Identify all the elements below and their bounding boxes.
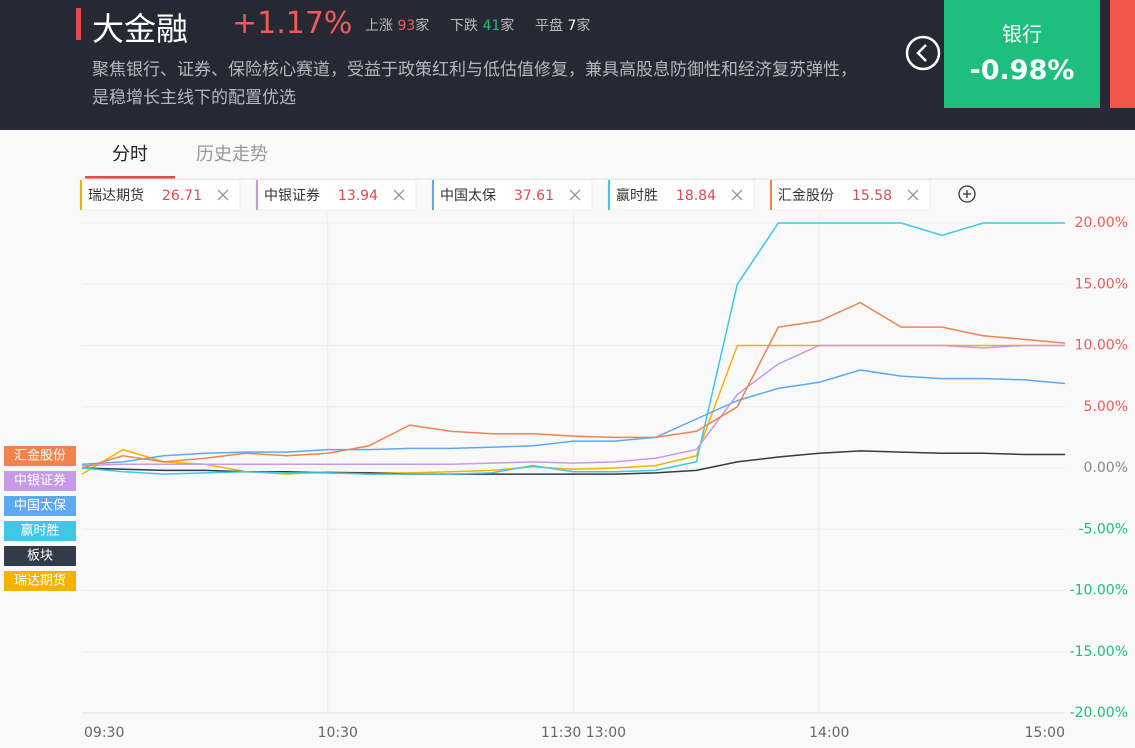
legend-swatch [4, 446, 76, 466]
legend-label: 板块 [27, 549, 53, 564]
tab[interactable]: 分时 [112, 144, 148, 165]
back-button[interactable] [903, 33, 943, 73]
y-tick-label: 0.00% [1084, 460, 1128, 476]
chip-close [217, 189, 229, 201]
flat-stat: 平盘 7家 [535, 15, 590, 35]
add-button[interactable] [958, 185, 976, 203]
unit: 家 [415, 18, 430, 34]
legend-label: 瑞达期货 [14, 573, 66, 589]
chip-accent [608, 180, 610, 210]
chip[interactable] [769, 179, 931, 211]
series-line [81, 344, 1065, 475]
chip-accent [256, 180, 258, 210]
count: 7 [567, 18, 577, 34]
legend-swatch [4, 571, 76, 591]
chip[interactable] [79, 179, 241, 211]
chip-close [393, 189, 405, 201]
header: 大金融 +1.17% 上涨 93家 下跌 41家 平盘 7家 聚焦银行、证券、保… [0, 0, 1135, 130]
legend-label: 中银证券 [14, 473, 66, 489]
chip-name: 中国太保 [440, 188, 496, 204]
side-strip [1110, 0, 1135, 108]
accent-bar [76, 8, 81, 40]
count: 41 [482, 18, 501, 34]
x-tick-label: 15:00 [1025, 725, 1065, 741]
unit: 家 [500, 18, 515, 34]
y-tick-label: 20.00% [1075, 215, 1128, 231]
change: +1.17% [232, 6, 353, 41]
title: 大金融 [92, 10, 189, 48]
chip-value: 15.58 [852, 188, 892, 204]
chip-close [569, 189, 581, 201]
legend-label: 中国太保 [14, 499, 66, 514]
chip[interactable] [255, 179, 417, 211]
legend-label: 汇金股份 [14, 448, 66, 464]
chip[interactable] [607, 179, 755, 211]
add-plus [963, 190, 971, 198]
y-tick-label: -10.00% [1070, 583, 1128, 599]
chip-value: 26.71 [162, 188, 202, 204]
up-stat: 上涨 93家 [365, 15, 429, 35]
label: 平盘 [535, 18, 563, 34]
count: 93 [397, 18, 416, 34]
series-line [81, 301, 1066, 469]
chip-accent [770, 180, 772, 210]
y-tick-label: -20.00% [1070, 705, 1128, 721]
sector-change: -0.98% [969, 55, 1075, 86]
y-tick-label: -15.00% [1070, 644, 1128, 660]
label: 下跌 [450, 18, 478, 34]
chip-name: 瑞达期货 [88, 187, 144, 204]
series-line [81, 344, 1065, 467]
x-tick-label: 11:30 13:00 [541, 725, 626, 741]
y-tick-label: 10.00% [1075, 338, 1128, 354]
unit: 家 [576, 18, 591, 34]
sector-name: 银行 [1002, 22, 1042, 46]
legend-swatch [4, 546, 76, 566]
x-tick-label: 14:00 [809, 725, 849, 741]
y-tick-label: -5.00% [1078, 521, 1128, 537]
x-tick-label: 10:30 [318, 725, 358, 741]
legend-swatch [4, 471, 76, 491]
series-line [81, 222, 1065, 475]
chip-name: 中银证券 [264, 188, 320, 204]
description: 聚焦银行、证券、保险核心赛道，受益于政策红利与低估值修复，兼具高股息防御性和经济… [92, 60, 857, 108]
chip-value: 18.84 [676, 188, 716, 204]
series-line [81, 450, 1065, 475]
y-tick-label: 5.00% [1084, 399, 1128, 415]
tab[interactable]: 历史走势 [196, 144, 268, 165]
series-line [81, 369, 1066, 466]
chip-close [731, 189, 743, 201]
chip-name: 赢时胜 [616, 187, 658, 204]
chip-value: 37.61 [514, 188, 554, 204]
tab-underline [85, 176, 175, 179]
chip-accent [80, 180, 82, 210]
sector-card[interactable]: 银行 -0.98% [944, 0, 1100, 108]
chip-value: 13.94 [338, 188, 378, 204]
label: 上涨 [365, 18, 393, 34]
chip-close [907, 189, 919, 201]
chip-name: 汇金股份 [778, 188, 834, 204]
legend-swatch [4, 496, 76, 516]
y-tick-label: 15.00% [1075, 276, 1128, 292]
x-tick-label: 09:30 [84, 725, 124, 741]
legend-label: 赢时胜 [20, 523, 59, 539]
chip[interactable] [431, 179, 593, 211]
down-stat: 下跌 41家 [450, 15, 514, 35]
legend-swatch [4, 521, 76, 541]
chip-accent [432, 180, 434, 210]
